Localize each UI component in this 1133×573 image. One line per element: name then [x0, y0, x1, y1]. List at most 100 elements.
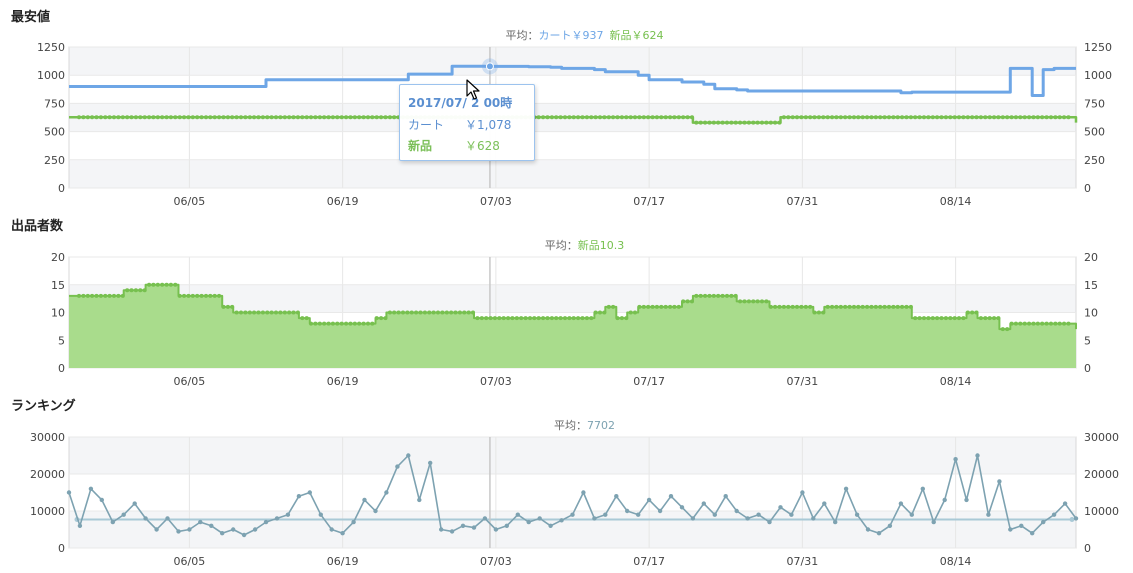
y-tick-label-left: 1250 — [37, 41, 65, 54]
series-point — [296, 494, 302, 499]
series-point — [187, 527, 192, 532]
series-point — [746, 299, 751, 304]
series-point — [221, 115, 226, 120]
mouse-pointer-icon — [466, 79, 480, 100]
tooltip-date: 2017/07/ 2 00時 — [408, 96, 513, 110]
y-tick-label-right: 10 — [1084, 307, 1098, 320]
series-point — [1044, 115, 1049, 120]
price-plot[interactable]: 06/05 06/19 07/03 07/17 07/31 08/14 0 0 250 250 50… — [37, 41, 1112, 208]
series-point — [186, 115, 191, 120]
series-point — [830, 115, 835, 120]
series-point — [165, 516, 170, 521]
series-point — [326, 115, 331, 120]
series-point — [606, 304, 611, 309]
series-point — [812, 310, 817, 315]
series-point — [110, 519, 116, 525]
series-point — [309, 321, 313, 326]
series-point — [800, 490, 805, 495]
series-point — [703, 293, 708, 298]
series-point — [462, 310, 467, 315]
series-point — [198, 519, 203, 525]
series-point — [900, 304, 905, 309]
series-point — [230, 115, 235, 120]
series-point — [970, 115, 975, 120]
plot-band — [69, 159, 1076, 188]
series-point — [545, 115, 550, 120]
series-point — [545, 316, 550, 321]
series-point — [326, 321, 331, 326]
series-point — [834, 115, 839, 120]
series-point — [593, 115, 598, 120]
series-point — [1008, 527, 1013, 532]
y-tick-label-left: 20 — [51, 251, 65, 264]
plot-band — [69, 47, 1076, 76]
series-point — [570, 512, 575, 517]
series-point — [712, 512, 717, 517]
series-point — [948, 115, 953, 120]
series-point — [374, 115, 379, 120]
ranking-plot[interactable]: 06/05 06/19 07/03 07/17 07/31 08/14 0 0 10000 100… — [30, 431, 1119, 568]
series-point — [479, 316, 484, 321]
series-point — [668, 115, 673, 120]
series-point — [396, 310, 401, 315]
series-point — [204, 293, 208, 298]
series-point — [199, 293, 204, 298]
series-point — [843, 115, 848, 120]
series-point — [615, 316, 620, 321]
series-point — [444, 310, 449, 315]
series-point — [920, 486, 925, 491]
series-point — [961, 316, 966, 321]
series-point — [869, 115, 874, 120]
y-tick-label-left: 10000 — [30, 505, 65, 518]
series-point — [790, 115, 795, 120]
series-point — [177, 293, 182, 298]
hover-tooltip: 2017/07/ 2 00時 カート ￥1,078 新品 ￥628 — [399, 84, 535, 161]
hover-point — [485, 62, 494, 71]
series-point — [304, 115, 309, 120]
series-point — [948, 316, 953, 321]
series-point — [1035, 115, 1040, 120]
series-point — [633, 115, 637, 120]
series-point — [611, 304, 616, 309]
series-point — [1005, 327, 1010, 332]
series-point — [854, 512, 860, 517]
series-point — [120, 115, 125, 120]
series-point — [983, 316, 988, 321]
series-point — [387, 115, 392, 120]
x-tick-label: 07/31 — [787, 375, 819, 388]
series-point — [679, 505, 685, 510]
y-tick-label-left: 0 — [58, 182, 65, 195]
series-point — [964, 497, 969, 503]
series-point — [742, 120, 747, 125]
series-point — [528, 316, 532, 321]
series-point — [370, 115, 375, 120]
series-point — [361, 321, 366, 326]
series-point — [681, 299, 686, 304]
series-point — [672, 115, 677, 120]
series-point — [559, 518, 564, 523]
series-point — [492, 316, 497, 321]
series-point — [576, 316, 581, 321]
series-point — [755, 120, 760, 125]
series-point — [406, 453, 411, 458]
series-point — [909, 512, 914, 517]
series-point — [942, 497, 947, 503]
series-point — [125, 115, 130, 120]
sellers-plot[interactable]: 06/05 06/19 07/03 07/17 07/31 08/14 0 0 5 5 10 10 15… — [51, 251, 1098, 388]
series-point — [231, 527, 236, 532]
series-point — [619, 115, 624, 120]
series-point — [917, 316, 922, 321]
series-point — [112, 293, 116, 298]
y-tick-label-right: 0 — [1084, 182, 1091, 195]
series-point — [523, 316, 528, 321]
y-tick-label-left: 20000 — [30, 468, 65, 481]
x-tick-label: 07/17 — [633, 375, 665, 388]
series-point — [344, 321, 349, 326]
series-point — [676, 115, 681, 120]
series-point — [383, 115, 388, 120]
series-point — [698, 120, 703, 125]
series-point — [821, 115, 826, 120]
series-point — [887, 523, 893, 528]
series-point — [646, 115, 651, 120]
series-point — [256, 115, 261, 120]
